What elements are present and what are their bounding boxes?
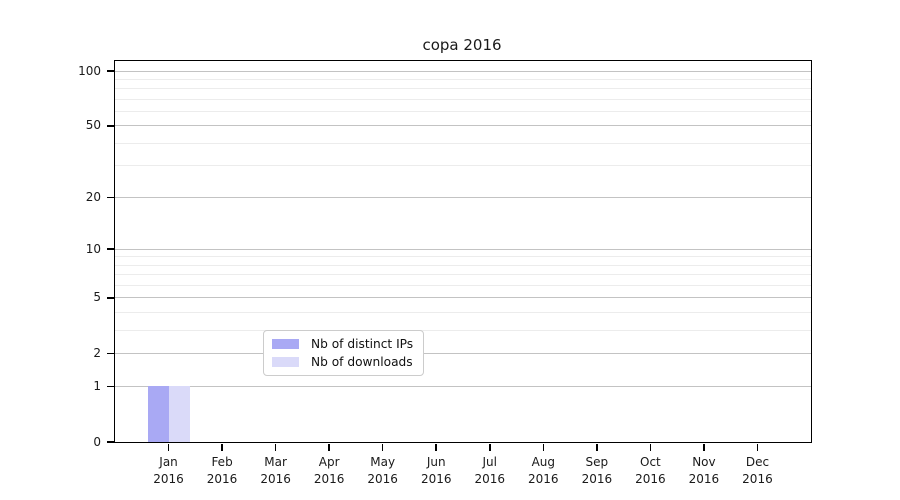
x-tick-month: Nov: [692, 455, 716, 469]
x-tick-label: Aug 2016: [511, 454, 575, 488]
x-tick-label: Feb 2016: [190, 454, 254, 488]
x-tick-year: 2016: [313, 472, 345, 486]
x-tick-label: May 2016: [351, 454, 415, 488]
legend-label-downloads: Nb of downloads: [311, 355, 413, 369]
minor-gridline: [115, 111, 811, 113]
x-tick-mark: [221, 443, 223, 451]
x-tick-month: Dec: [745, 455, 770, 469]
x-tick-month: May: [370, 455, 396, 469]
legend-row-downloads: Nb of downloads: [272, 355, 413, 369]
y-tick-label: 2: [93, 346, 101, 361]
x-tick-month: Mar: [264, 455, 287, 469]
major-gridline: [115, 248, 811, 250]
major-gridline: [115, 353, 811, 355]
y-tick-label: 1: [93, 378, 101, 393]
y-tick-mark: [106, 441, 114, 443]
x-tick-mark: [435, 443, 437, 451]
minor-gridline: [115, 274, 811, 276]
x-tick-year: 2016: [153, 472, 184, 486]
minor-gridline: [115, 264, 811, 266]
x-tick-label: Jan 2016: [137, 454, 201, 488]
minor-gridline: [115, 256, 811, 258]
x-tick-month: Sep: [585, 455, 609, 469]
x-tick-label: Sep 2016: [565, 454, 629, 488]
plot-area: 0 1 2 5 10 20 50 100 Jan 2016 Feb 2016 Mar 2016 Apr 201…: [78, 60, 812, 486]
x-tick-year: 2016: [420, 472, 452, 486]
y-tick-label: 100: [78, 63, 101, 78]
major-gridline: [115, 125, 811, 127]
major-gridline: [115, 70, 811, 72]
x-tick-label: Apr 2016: [297, 454, 361, 488]
x-tick-month: Oct: [640, 455, 661, 469]
minor-gridline: [115, 142, 811, 144]
y-tick-mark: [106, 248, 114, 250]
x-tick-month: Jun: [426, 455, 446, 469]
x-tick-mark: [274, 443, 277, 451]
minor-gridline: [115, 285, 811, 287]
x-tick-mark: [489, 443, 491, 451]
x-tick-label: Oct 2016: [618, 454, 682, 488]
y-tick-mark: [106, 196, 114, 198]
x-tick-mark: [596, 443, 598, 451]
x-tick-label: Dec 2016: [725, 454, 789, 488]
x-tick-mark: [328, 443, 330, 451]
minor-gridline: [115, 88, 811, 90]
x-tick-mark: [542, 443, 545, 451]
y-tick-mark: [106, 125, 114, 127]
minor-gridline: [115, 330, 811, 332]
chart-title: copa 2016: [422, 36, 502, 54]
y-tick-label: 5: [93, 290, 101, 305]
y-tick-mark: [106, 70, 114, 72]
x-tick-mark: [756, 443, 759, 451]
legend-label-distinct-ips: Nb of distinct IPs: [311, 337, 414, 351]
minor-gridline: [115, 98, 811, 100]
y-tick-mark: [106, 385, 114, 388]
y-tick-label: 50: [85, 118, 101, 133]
x-tick-mark: [381, 443, 384, 451]
legend-swatch-distinct-ips: [272, 339, 299, 349]
bar-downloads: [168, 386, 190, 442]
major-gridline: [115, 385, 811, 387]
y-tick-label: 0: [93, 434, 101, 449]
minor-gridline: [115, 312, 811, 314]
x-tick-year: 2016: [260, 472, 291, 486]
legend: Nb of distinct IPs Nb of downloads: [263, 330, 425, 376]
x-tick-label: Jul 2016: [458, 454, 522, 488]
minor-gridline: [115, 78, 811, 80]
x-tick-month: Jul: [482, 455, 497, 469]
x-tick-month: Jan: [159, 455, 178, 469]
x-tick-year: 2016: [635, 472, 666, 486]
x-tick-mark: [167, 443, 170, 451]
x-tick-label: Mar 2016: [244, 454, 308, 488]
legend-swatch-downloads: [272, 357, 299, 367]
x-tick-label: Nov 2016: [672, 454, 736, 488]
minor-gridline: [115, 165, 811, 167]
y-tick-label: 10: [85, 241, 101, 256]
major-gridline: [115, 297, 811, 299]
y-tick-mark: [106, 297, 114, 299]
x-tick-year: 2016: [742, 472, 773, 486]
legend-row-distinct-ips: Nb of distinct IPs: [272, 337, 413, 351]
x-tick-mark: [649, 443, 652, 451]
x-tick-year: 2016: [474, 472, 506, 486]
x-tick-mark: [703, 443, 705, 451]
x-tick-year: 2016: [581, 472, 613, 486]
x-tick-year: 2016: [528, 472, 559, 486]
x-tick-label: Jun 2016: [404, 454, 468, 488]
x-tick-year: 2016: [367, 472, 398, 486]
x-tick-month: Aug: [531, 455, 556, 469]
x-tick-year: 2016: [688, 472, 720, 486]
y-tick-label: 20: [85, 189, 101, 204]
x-tick-month: Feb: [211, 455, 233, 469]
bar-distinct-ips: [147, 386, 169, 442]
x-tick-month: Apr: [318, 455, 340, 469]
x-tick-year: 2016: [206, 472, 238, 486]
major-gridline: [115, 196, 811, 198]
y-tick-mark: [106, 352, 114, 355]
